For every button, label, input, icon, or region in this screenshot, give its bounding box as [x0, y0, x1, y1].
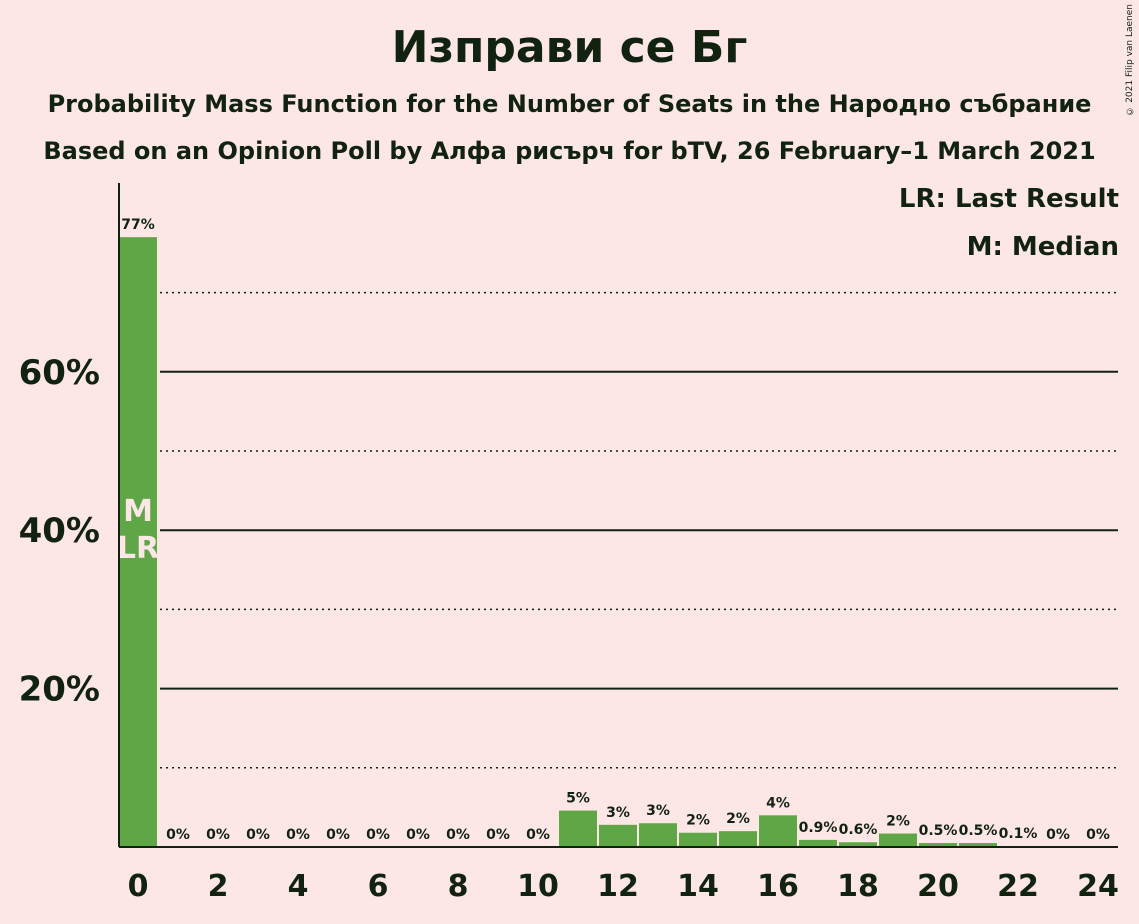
x-tick-label: 0	[128, 869, 149, 904]
y-tick-label: 40%	[19, 511, 100, 551]
bar-value-label: 0.9%	[799, 820, 838, 836]
bar	[559, 810, 597, 847]
bar	[919, 843, 957, 847]
legend-last-result: LR: Last Result	[898, 184, 1119, 214]
bar	[839, 842, 877, 847]
bar-value-label: 0%	[326, 827, 350, 843]
x-tick-label: 18	[837, 869, 879, 904]
x-tick-label: 16	[757, 869, 799, 904]
median-marker: M	[123, 494, 153, 529]
bar	[879, 833, 917, 847]
bar-value-label: 0%	[406, 827, 430, 843]
bar-value-label: 0%	[446, 827, 470, 843]
bar-value-label: 0%	[166, 827, 190, 843]
bar-value-label: 3%	[646, 803, 670, 819]
bar-value-label: 0.1%	[999, 826, 1038, 842]
last-result-marker: LR	[117, 531, 159, 566]
legend-median: M: Median	[966, 232, 1119, 262]
bar-value-label: 0%	[206, 827, 230, 843]
x-tick-label: 20	[917, 869, 959, 904]
bar-value-label: 3%	[606, 805, 630, 821]
x-tick-label: 6	[368, 869, 389, 904]
bar-value-label: 2%	[686, 813, 710, 829]
x-tick-label: 22	[997, 869, 1039, 904]
bar-value-label: 2%	[886, 814, 910, 830]
bar-value-label: 2%	[726, 811, 750, 827]
x-tick-label: 2	[208, 869, 229, 904]
bar-value-label: 5%	[566, 791, 590, 807]
bar-value-label: 0.5%	[919, 823, 958, 839]
x-tick-label: 10	[517, 869, 559, 904]
bar	[599, 824, 637, 847]
bar-value-label: 0%	[246, 827, 270, 843]
x-tick-label: 8	[448, 869, 469, 904]
bar	[959, 843, 997, 847]
bar	[719, 831, 757, 847]
x-tick-label: 4	[288, 869, 309, 904]
bar-value-label: 0%	[286, 827, 310, 843]
bar-value-label: 0%	[526, 827, 550, 843]
bar-value-label: 0%	[1086, 827, 1110, 843]
chart-subtitle: Probability Mass Function for the Number…	[47, 90, 1092, 118]
bar	[759, 815, 797, 847]
bar-value-label: 0.5%	[959, 823, 998, 839]
x-tick-label: 12	[597, 869, 639, 904]
bar-value-label: 0%	[1046, 827, 1070, 843]
chart-source: Based on an Opinion Poll by Алфа рисърч …	[43, 137, 1096, 165]
bar-value-label: 0%	[366, 827, 390, 843]
bar-value-label: 4%	[766, 795, 790, 811]
bar-value-label: 0.6%	[839, 822, 878, 838]
y-tick-label: 20%	[19, 670, 100, 710]
chart-title: Изправи се Бг	[391, 22, 748, 73]
bar-value-label: 77%	[121, 217, 155, 233]
bar	[679, 832, 717, 847]
bar	[799, 839, 837, 847]
x-tick-label: 24	[1077, 869, 1119, 904]
bar	[639, 823, 677, 847]
bar	[119, 237, 157, 847]
bar-value-label: 0%	[486, 827, 510, 843]
y-tick-label: 60%	[19, 353, 100, 393]
x-tick-label: 14	[677, 869, 719, 904]
